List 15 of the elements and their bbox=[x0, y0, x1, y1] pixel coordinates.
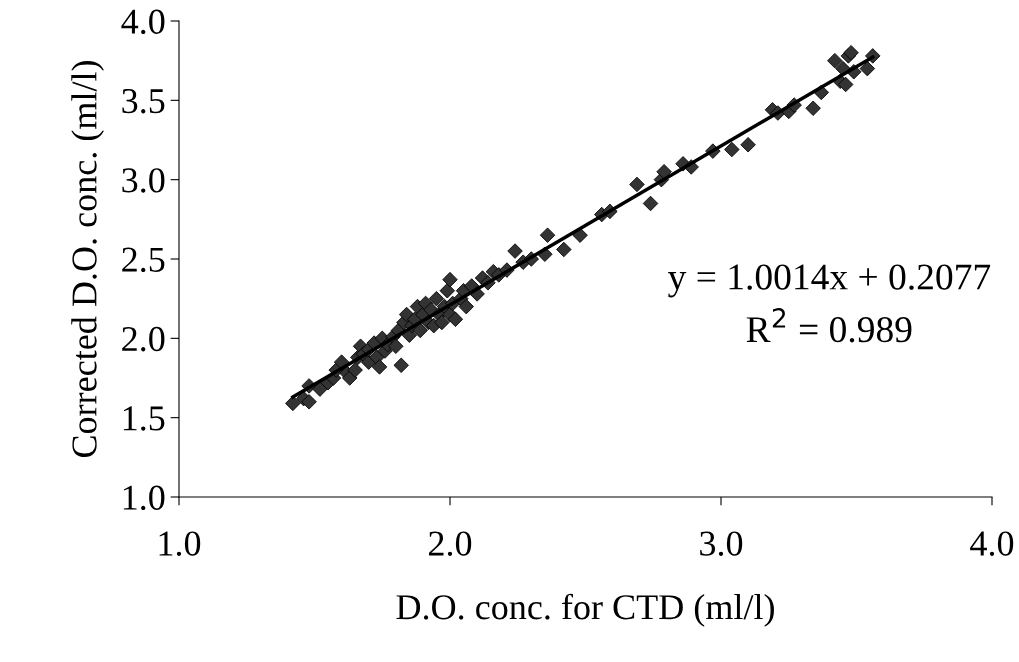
y-axis-title: Corrected D.O. conc. (ml/l) bbox=[71, 61, 104, 458]
y-tick-label: 2.0 bbox=[122, 326, 165, 352]
y-tick-label: 3.0 bbox=[122, 168, 165, 193]
x-tick-label: 1.0 bbox=[159, 531, 201, 556]
x-axis-title: D.O. conc. for CTD (ml/l) bbox=[396, 593, 774, 627]
x-tick-label: 2.0 bbox=[429, 531, 472, 556]
x-tick-label: 4.0 bbox=[970, 531, 1014, 556]
x-tick-label: 3.0 bbox=[700, 531, 743, 556]
y-tick-label: 2.5 bbox=[122, 247, 165, 273]
y-tick-label: 3.5 bbox=[122, 88, 165, 114]
y-tick-label: 4.0 bbox=[121, 9, 165, 35]
annotation: R$^{2}$ = 0.989 bbox=[746, 308, 912, 343]
y-tick-label: 1.0 bbox=[123, 485, 165, 511]
annotation: y = 1.0014x + 0.2077 bbox=[668, 264, 991, 298]
y-tick-label: 1.5 bbox=[123, 406, 165, 431]
